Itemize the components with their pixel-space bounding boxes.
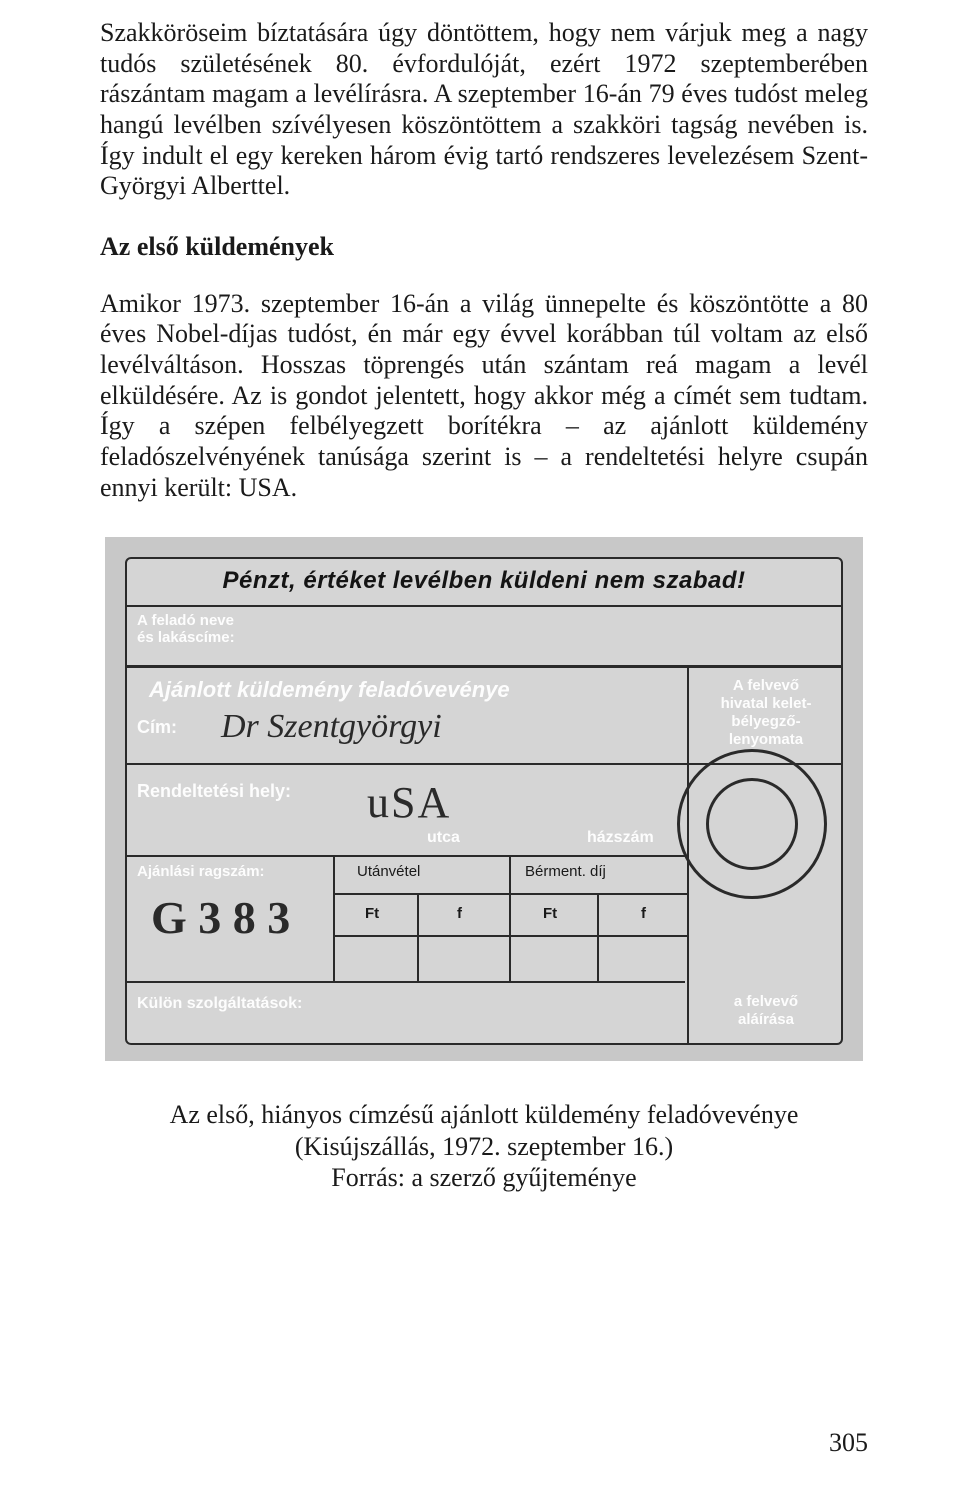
datestamp-icon (677, 749, 827, 899)
datestamp-inner-icon (706, 778, 798, 870)
ft-label: Ft (543, 905, 557, 923)
ft-label: Ft (365, 905, 379, 923)
divider (127, 665, 841, 668)
clerk-signature-label: a felvevő aláírása (699, 993, 833, 1029)
divider (333, 893, 687, 895)
destination-label: Rendeltetési hely: (137, 781, 291, 802)
postage-label: Bérment. díj (525, 863, 606, 881)
registered-receipt-title: Ajánlott küldemény feladóvevénye (149, 677, 510, 703)
divider (509, 855, 511, 981)
street-label: utca (427, 829, 460, 848)
divider (597, 893, 599, 981)
divider (417, 893, 419, 981)
spacer (100, 267, 868, 289)
housenumber-label: házszám (587, 829, 654, 848)
divider (333, 935, 687, 937)
office-datestamp-label: A felvevő hivatal kelet- bélyegző- lenyo… (699, 677, 833, 749)
divider (127, 855, 685, 857)
extra-services-label: Külön szolgáltatások: (137, 995, 302, 1014)
caption-line: Forrás: a szerző gyűjteménye (100, 1162, 868, 1193)
page-number: 305 (829, 1428, 868, 1459)
body-paragraph: Amikor 1973. szeptember 16-án a világ ün… (100, 289, 868, 504)
sender-label: A feladó neve és lakáscíme: (137, 613, 235, 646)
address-label: Cím: (137, 717, 177, 738)
section-heading: Az első küldemények (100, 232, 868, 263)
intro-paragraph: Szakköröseim bíztatására úgy döntöttem, … (100, 18, 868, 202)
registration-number-label: Ajánlási ragszám: (137, 863, 265, 881)
divider (127, 605, 841, 607)
caption-line: (Kisújszállás, 1972. szeptember 16.) (100, 1131, 868, 1162)
receipt-header: Pénzt, értéket levélben küldeni nem szab… (127, 567, 841, 595)
handwritten-reg-number: G 3 8 3 (151, 891, 290, 945)
f-label: f (457, 905, 462, 923)
handwritten-destination: uSA (367, 777, 451, 829)
handwritten-recipient: Dr Szentgyörgyi (221, 707, 442, 747)
caption-line: Az első, hiányos címzésű ajánlott küldem… (100, 1099, 868, 1130)
figure-caption: Az első, hiányos címzésű ajánlott küldem… (100, 1099, 868, 1193)
postal-receipt-figure: Pénzt, értéket levélben küldeni nem szab… (105, 537, 863, 1061)
page: Szakköröseim bíztatására úgy döntöttem, … (0, 0, 960, 1485)
cod-label: Utánvétel (357, 863, 420, 881)
divider (333, 855, 335, 981)
f-label: f (641, 905, 646, 923)
receipt-card: Pénzt, értéket levélben küldeni nem szab… (125, 557, 843, 1045)
divider (127, 981, 685, 983)
